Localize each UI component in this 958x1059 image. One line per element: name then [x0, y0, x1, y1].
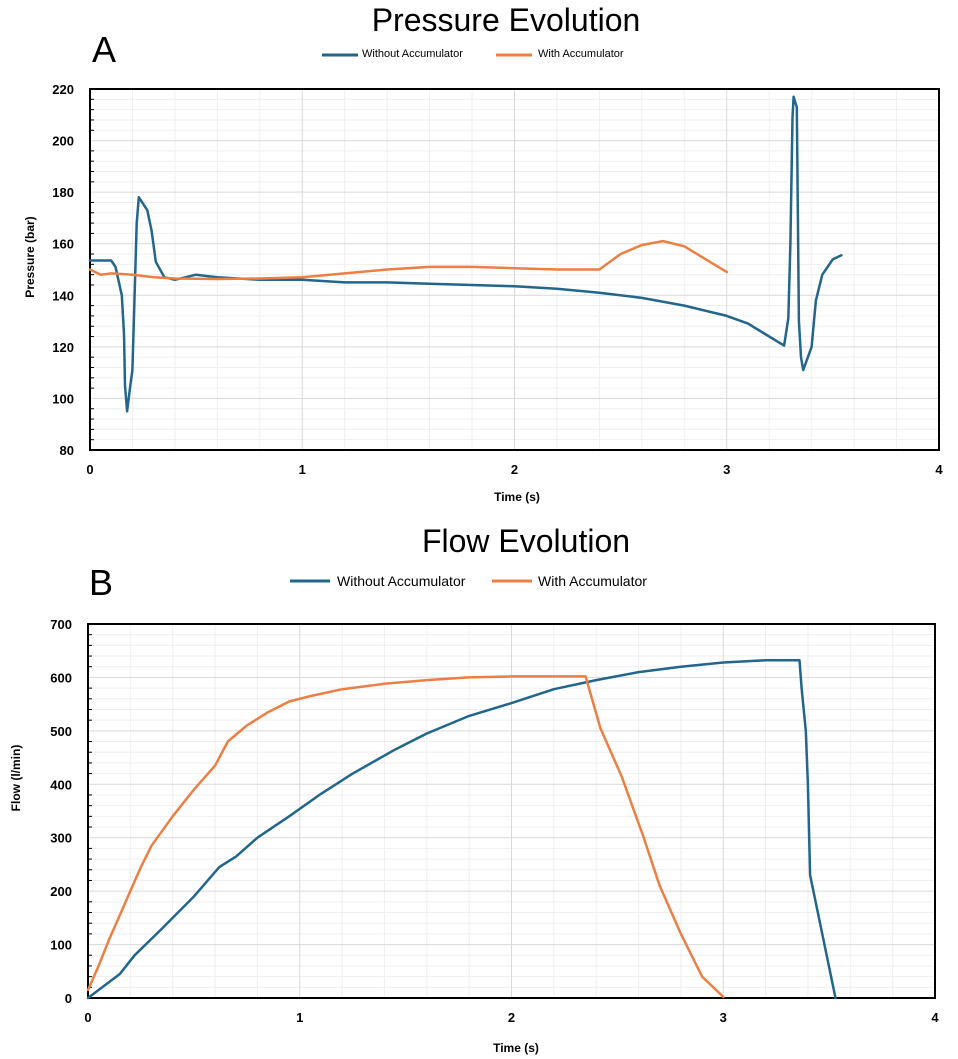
legend-b-with-label: With Accumulator [538, 573, 647, 589]
legend-a-with-label: With Accumulator [538, 48, 624, 60]
chart-b-ytick-label: 300 [50, 831, 72, 846]
chart-b-xtick-label: 0 [84, 1010, 91, 1025]
chart-a-xtick-label: 2 [511, 462, 518, 477]
chart-a: 80 100 120 140 160 180 200 220 0 1 2 3 4 [52, 82, 943, 477]
chart-b-series-line-without-accumulator [86, 659, 837, 1000]
chart-b-xlabel: Time (s) [493, 1041, 539, 1055]
chart-b-ytick-label: 100 [50, 938, 72, 953]
chart-a-legend: Without Accumulator With Accumulator [322, 48, 624, 60]
chart-a-series-line-with-accumulator [88, 239, 729, 281]
panel-a-letter: A [92, 29, 116, 70]
chart-b-ytick-label: 500 [50, 724, 72, 739]
chart-a-series-line-without-accumulator [88, 95, 843, 413]
chart-b-ylabel: Flow (l/min) [9, 745, 23, 812]
chart-a-xtick-label: 4 [935, 462, 943, 477]
chart-a-ytick-label: 200 [52, 134, 74, 149]
chart-a-ytick-label: 100 [52, 391, 74, 406]
chart-b-xtick-label: 3 [720, 1010, 727, 1025]
legend-b-without-label: Without Accumulator [337, 573, 466, 589]
chart-a-ytick-label: 180 [52, 185, 74, 200]
chart-a-ytick-label: 140 [52, 288, 74, 303]
chart-b-ytick-label: 0 [65, 991, 72, 1006]
chart-a-title: Pressure Evolution [372, 2, 641, 38]
chart-b-ytick-label: 400 [50, 777, 72, 792]
chart-b-xtick-label: 4 [931, 1010, 939, 1025]
chart-a-ytick-label: 120 [52, 340, 74, 355]
chart-b-series-line-with-accumulator [86, 675, 725, 999]
chart-b-plot-frame [87, 623, 936, 999]
chart-b-title: Flow Evolution [422, 523, 630, 559]
chart-b: 0 100 200 300 400 500 600 700 0 1 2 3 4 [50, 617, 939, 1025]
chart-a-xtick-label: 3 [723, 462, 730, 477]
chart-a-ytick-label: 220 [52, 82, 74, 97]
chart-b-xtick-label: 2 [508, 1010, 515, 1025]
chart-a-ylabel: Pressure (bar) [23, 216, 37, 297]
chart-b-ytick-label: 600 [50, 670, 72, 685]
legend-a-without-label: Without Accumulator [362, 48, 463, 60]
chart-b-xtick-label: 1 [296, 1010, 303, 1025]
panel-b-letter: B [89, 562, 113, 603]
chart-b-ytick-label: 200 [50, 884, 72, 899]
chart-a-xlabel: Time (s) [494, 490, 540, 504]
chart-b-ytick-label: 700 [50, 617, 72, 632]
chart-b-legend: Without Accumulator With Accumulator [290, 573, 647, 589]
chart-a-ytick-label: 80 [60, 443, 74, 458]
chart-a-xtick-label: 0 [86, 462, 93, 477]
chart-a-ytick-label: 160 [52, 237, 74, 252]
chart-a-xtick-label: 1 [299, 462, 306, 477]
